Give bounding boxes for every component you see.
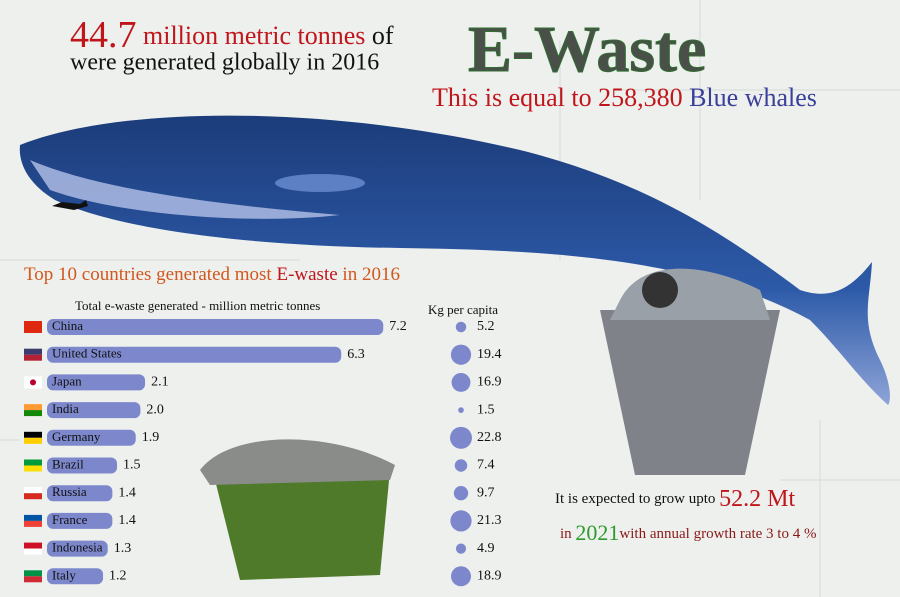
bar-chart-title: Total e-waste generated - million metric… [75,298,320,313]
category-label: Germany [52,429,101,444]
flag [24,404,42,410]
forecast-amount: 52.2 Mt [719,486,795,512]
whale-fin [275,174,365,192]
value-label: 2.0 [146,402,164,417]
bubble [452,373,471,392]
flag [24,355,42,361]
bubble [456,544,466,554]
section-title: Top 10 countries generated most E-waste … [24,264,400,285]
bubble-label: 18.9 [477,569,502,584]
bubble-label: 5.2 [477,319,495,334]
bubble [450,427,472,449]
flag [24,549,42,555]
bubble [450,510,471,531]
bubble-label: 7.4 [477,458,495,473]
category-label: Italy [52,567,76,582]
bubble [454,486,468,500]
whale-suffix: Blue whales [689,83,817,112]
bubble-chart-title: Kg per capita [428,302,498,317]
value-label: 1.9 [142,430,160,445]
category-label: India [52,401,79,416]
flag [24,327,42,333]
value-label: 1.4 [118,485,136,500]
bubble-label: 19.4 [477,347,502,362]
category-label: Russia [52,484,87,499]
flag [24,460,42,466]
forecast-text: It is expected to grow upto [555,491,715,507]
flag [24,487,42,493]
title-line2: were generated globally in 2016 [70,50,379,76]
flag [30,379,36,385]
value-label: 1.5 [123,458,141,473]
flag [24,570,42,576]
category-label: Japan [52,373,82,388]
bubble [451,345,471,365]
section-prefix: Top 10 countries generated most [24,264,272,285]
bubble [458,407,464,413]
ewaste-title: E-Waste [468,13,706,86]
flag [24,576,42,582]
bubble [456,322,466,332]
category-label: France [52,512,88,527]
bubble [455,459,468,472]
flag [24,410,42,416]
section-highlight: E-waste [276,264,337,285]
flag [24,515,42,521]
bubble-label: 22.8 [477,430,502,445]
category-label: Indonesia [52,540,103,555]
value-label: 2.1 [151,375,169,390]
flag [24,466,42,472]
category-label: Brazil [52,456,84,471]
value-label: 6.3 [347,347,365,362]
category-label: China [52,318,83,333]
bubble-label: 1.5 [477,402,495,417]
unit: million metric tonnes [143,21,365,50]
value-label: 1.3 [114,541,131,556]
flag [24,321,42,327]
bubble-label: 16.9 [477,375,502,390]
section-suffix: in 2016 [342,264,400,285]
value-label: 1.4 [118,513,136,528]
bar [47,319,383,335]
whale-comparison: This is equal to 258,380 Blue whales [432,83,817,112]
infographic: 44.7 million metric tonnes of were gener… [0,0,900,597]
value-label: 7.2 [389,319,407,334]
forecast-rate: with annual growth rate 3 to 4 % [619,526,816,542]
flag [24,349,42,355]
flag [24,521,42,527]
flag [24,438,42,444]
equal-prefix: This is equal to [432,83,592,112]
bubble-label: 9.7 [477,485,495,500]
bubble-label: 21.3 [477,513,502,528]
bubble-label: 4.9 [477,541,495,556]
category-label: United States [52,346,122,361]
flag [24,543,42,549]
flag [24,493,42,499]
flag [24,432,42,438]
forecast-year: 2021 [575,520,619,545]
bubble [451,566,471,586]
of: of [372,21,394,50]
forecast-in: in [560,526,572,542]
value-label: 1.2 [109,569,127,584]
whale-count: 258,380 [598,83,683,112]
